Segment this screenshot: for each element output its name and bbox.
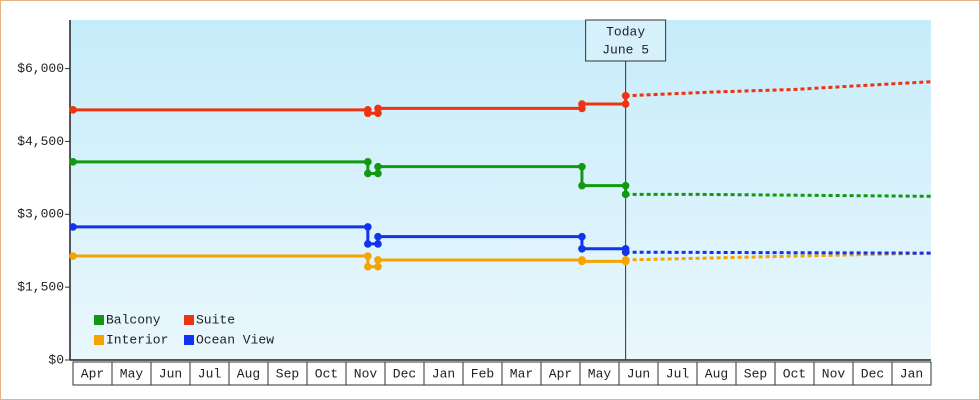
point <box>364 158 372 166</box>
forecast-line <box>625 80 932 98</box>
point <box>374 162 382 171</box>
point <box>578 244 586 253</box>
point <box>69 252 77 260</box>
point <box>578 181 586 190</box>
y-tick-label: $4,500 <box>17 134 64 149</box>
point <box>578 232 586 241</box>
point <box>621 190 630 199</box>
point <box>364 169 372 178</box>
x-tick-label: Oct <box>783 366 806 381</box>
x-tick-label: Nov <box>354 366 378 381</box>
x-tick-label: Apr <box>81 366 104 381</box>
point <box>364 223 372 231</box>
forecast-line <box>625 192 932 198</box>
x-tick-label: Aug <box>237 366 260 381</box>
legend-label: Balcony <box>106 312 161 327</box>
y-tick-label: $3,000 <box>17 207 64 222</box>
x-tick-label: Sep <box>276 366 299 381</box>
x-tick-label: Jan <box>900 366 923 381</box>
point <box>621 181 630 190</box>
x-tick-label: Dec <box>861 366 884 381</box>
point <box>364 252 372 260</box>
point <box>374 169 382 178</box>
point <box>69 106 77 114</box>
legend-label: Ocean View <box>196 332 274 347</box>
x-tick-label: Jun <box>627 366 650 381</box>
legend-label: Suite <box>196 312 235 327</box>
x-tick-label: Jan <box>432 366 455 381</box>
x-tick-label: Sep <box>744 366 767 381</box>
point <box>578 257 586 266</box>
x-tick-label: Feb <box>471 366 494 381</box>
x-tick-label: May <box>120 366 144 381</box>
y-tick-label: $1,500 <box>17 280 64 295</box>
x-tick-label: Oct <box>315 366 338 381</box>
point <box>578 162 586 171</box>
point <box>621 256 630 264</box>
point <box>374 256 382 264</box>
x-tick-label: Mar <box>510 366 533 381</box>
today-label: June 5 <box>602 42 649 57</box>
legend-swatch <box>184 315 194 325</box>
x-tick-label: Dec <box>393 366 416 381</box>
y-tick-label: $0 <box>48 352 64 367</box>
x-tick-label: Jul <box>666 366 690 381</box>
legend-swatch <box>184 335 194 345</box>
y-tick-label: $6,000 <box>17 61 64 76</box>
point <box>374 104 382 113</box>
legend-swatch <box>94 315 104 325</box>
today-box <box>585 19 667 62</box>
point <box>364 240 372 248</box>
plot-area <box>70 20 931 360</box>
x-tick-label: May <box>588 366 612 381</box>
point <box>621 248 630 256</box>
point <box>374 262 382 271</box>
point <box>621 100 630 108</box>
x-tick-label: Jun <box>159 366 182 381</box>
forecast-line <box>625 250 932 255</box>
point <box>69 223 77 231</box>
point <box>621 91 630 100</box>
today-label: Today <box>606 24 645 39</box>
legend-swatch <box>94 335 104 345</box>
x-tick-label: Apr <box>549 366 572 381</box>
legend-label: Interior <box>106 332 168 347</box>
point <box>374 232 382 241</box>
x-tick-label: Nov <box>822 366 846 381</box>
point <box>364 109 372 118</box>
x-tick-label: Jul <box>198 366 222 381</box>
point <box>364 262 372 271</box>
x-tick-label: Aug <box>705 366 728 381</box>
point <box>374 240 382 248</box>
point <box>578 100 586 108</box>
point <box>69 158 77 166</box>
